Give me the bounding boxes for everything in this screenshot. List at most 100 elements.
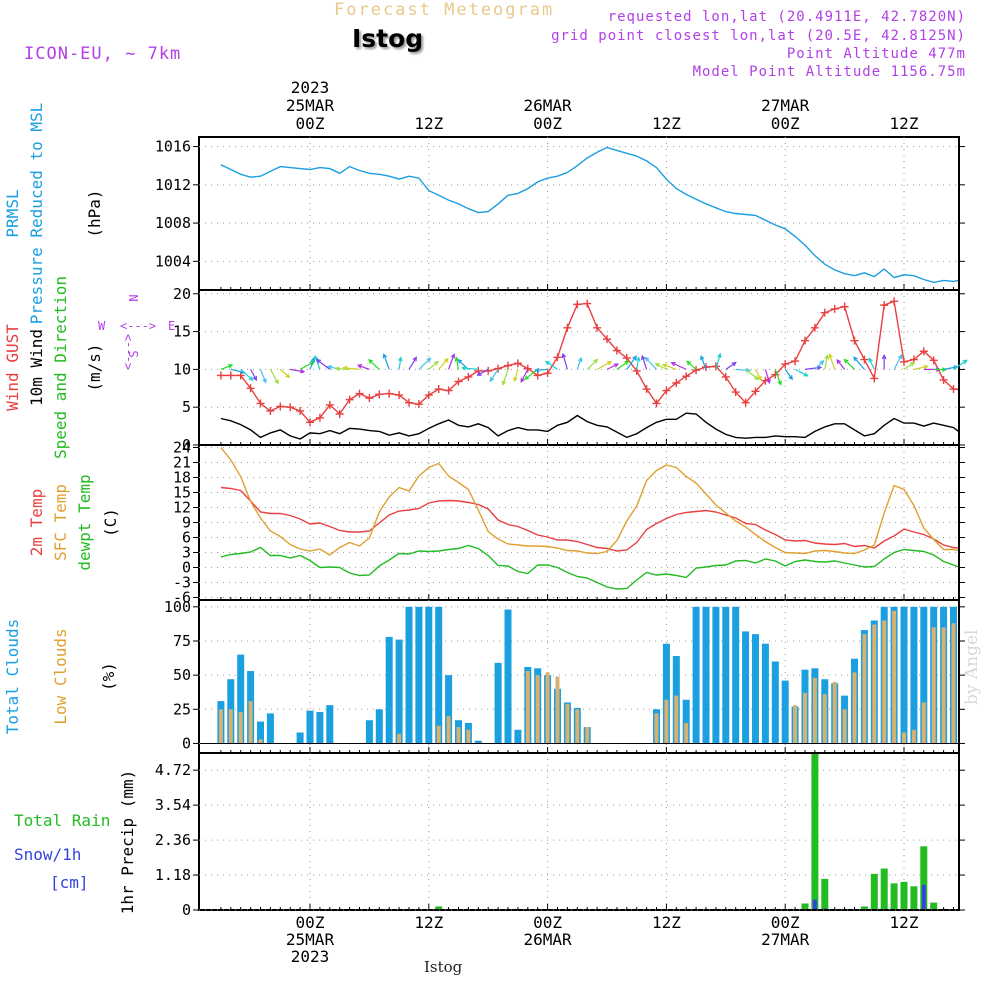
gust-marker bbox=[365, 394, 374, 403]
wind-arrow-head bbox=[731, 361, 737, 367]
y-tick-label: 0 bbox=[182, 901, 191, 919]
wind-arrow-head bbox=[426, 357, 432, 363]
wind-arrow-head bbox=[624, 360, 630, 366]
wind-arrow-head bbox=[757, 375, 762, 382]
wind-direction-arrows bbox=[220, 352, 968, 386]
wind-arrow bbox=[636, 357, 640, 370]
chart-title: Forecast Meteogram bbox=[334, 0, 555, 20]
gust-marker bbox=[870, 374, 879, 383]
wind-arrow-head bbox=[544, 360, 551, 366]
wind-arrow bbox=[903, 362, 915, 370]
bar-total-clouds bbox=[910, 606, 918, 744]
compass-letter: S bbox=[127, 350, 141, 357]
wind-arrow-head bbox=[489, 376, 495, 383]
bar-low-clouds bbox=[862, 634, 867, 744]
gust-marker bbox=[256, 399, 265, 408]
y-axis-label: dewpt Temp bbox=[75, 474, 94, 570]
bar-total-rain bbox=[860, 906, 868, 909]
y-tick-label: 3.54 bbox=[155, 796, 191, 814]
wind-arrow bbox=[309, 357, 315, 370]
x-tick-label-top: 27MAR bbox=[761, 96, 810, 115]
bar-low-clouds bbox=[258, 739, 263, 744]
wind-arrow bbox=[438, 358, 449, 370]
gust-marker bbox=[563, 323, 572, 332]
bar-low-clouds bbox=[654, 713, 659, 744]
gust-marker bbox=[523, 364, 532, 373]
gust-marker bbox=[296, 406, 305, 415]
wind-arrow bbox=[290, 368, 305, 373]
bar-total-rain bbox=[900, 881, 908, 909]
bar-snow-1h bbox=[812, 899, 817, 909]
y-tick-label: 25 bbox=[173, 700, 191, 718]
wind-arrow bbox=[784, 369, 793, 380]
wind-arrow-head bbox=[661, 363, 668, 368]
compass-letter: N bbox=[127, 294, 141, 301]
point-altitude: Point Altitude 477m bbox=[786, 46, 966, 62]
y-tick-label: 50 bbox=[173, 666, 191, 684]
gust-marker bbox=[573, 300, 582, 309]
x-tick-label-top: 26MAR bbox=[524, 96, 573, 115]
y-axis-label: SFC Temp bbox=[51, 484, 70, 561]
bar-low-clouds bbox=[911, 729, 916, 744]
gust-marker bbox=[236, 371, 245, 380]
wind-arrow-head bbox=[788, 375, 793, 381]
bar-total-clouds bbox=[771, 661, 779, 744]
wind-arrow bbox=[626, 356, 637, 370]
bar-total-clouds bbox=[900, 606, 908, 744]
wind-arrow-head bbox=[641, 354, 646, 361]
plot-area bbox=[435, 754, 938, 909]
wind-arrow-head bbox=[274, 379, 279, 385]
y-tick-label: 1004 bbox=[155, 252, 191, 270]
plot-area bbox=[220, 146, 958, 284]
y-tick-label: 0 bbox=[182, 734, 191, 752]
bar-total-clouds bbox=[781, 680, 789, 744]
wind-arrow bbox=[754, 369, 762, 381]
gust-marker bbox=[890, 297, 899, 306]
y-tick-label: 1.18 bbox=[155, 866, 191, 884]
wind-arrow bbox=[545, 360, 558, 370]
bar-low-clouds bbox=[436, 725, 441, 744]
wind-arrow-head bbox=[853, 356, 858, 362]
y-tick-label: 20 bbox=[173, 285, 191, 303]
gust-marker bbox=[216, 371, 225, 380]
wind-arrow-head bbox=[819, 360, 825, 365]
gust-marker bbox=[286, 403, 295, 412]
wind-arrow-head bbox=[382, 353, 388, 359]
bar-total-clouds bbox=[415, 606, 423, 744]
gust-marker bbox=[424, 391, 433, 400]
gust-marker bbox=[830, 304, 839, 313]
bar-total-clouds bbox=[445, 675, 453, 744]
gust-marker bbox=[949, 385, 958, 394]
wind-arrow bbox=[794, 368, 808, 377]
x-tick-label-top: 12Z bbox=[890, 114, 919, 133]
bar-low-clouds bbox=[902, 732, 906, 744]
gust-marker bbox=[593, 323, 602, 332]
gust-marker bbox=[246, 384, 255, 393]
y-axis-label: Total Clouds bbox=[3, 619, 22, 735]
wind-arrow bbox=[269, 369, 279, 384]
bar-total-clouds bbox=[514, 729, 522, 744]
gust-marker bbox=[325, 400, 334, 409]
wind-arrow-head bbox=[326, 364, 333, 370]
wind-arrow bbox=[868, 358, 875, 370]
wind-arrow bbox=[513, 369, 519, 382]
bar-total-clouds bbox=[257, 721, 264, 744]
gust-marker bbox=[226, 371, 235, 380]
bar-total-clouds bbox=[712, 606, 720, 744]
bar-low-clouds bbox=[892, 610, 897, 744]
wind-arrow-head bbox=[397, 356, 403, 362]
wind-arrow-head bbox=[881, 354, 887, 360]
y-axis-label: 1hr Precip (mm) bbox=[118, 770, 137, 915]
x-tick-label-top: 12Z bbox=[414, 114, 443, 133]
y-axis-label: Speed and Direction bbox=[51, 276, 70, 459]
wind-arrow bbox=[725, 362, 737, 370]
x-tick-label-top: 25MAR bbox=[286, 96, 335, 115]
gust-marker bbox=[850, 336, 859, 345]
x-tick-label-top: 00Z bbox=[533, 114, 562, 133]
wind-arrow bbox=[828, 354, 836, 370]
gust-marker bbox=[662, 386, 671, 395]
gust-marker bbox=[405, 398, 413, 407]
wind-arrow bbox=[448, 354, 455, 370]
wind-arrow bbox=[641, 355, 648, 370]
x-tick-label-bottom: 00Z bbox=[533, 913, 562, 932]
